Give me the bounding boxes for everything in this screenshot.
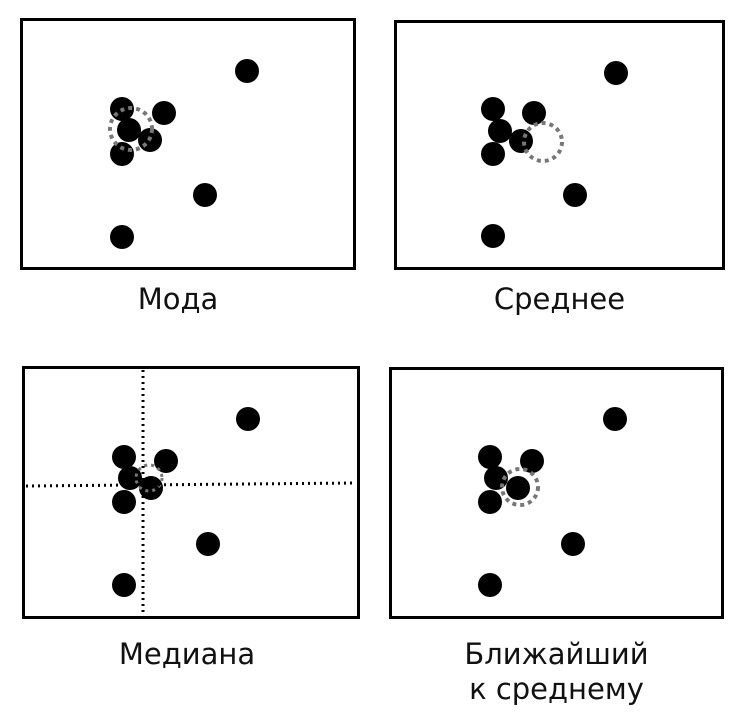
data-point — [112, 490, 136, 514]
caption-mode: Мода — [20, 282, 336, 317]
caption-mean: Среднее — [394, 282, 725, 317]
data-point — [488, 119, 512, 143]
data-point — [563, 183, 587, 207]
caption-line: Мода — [20, 282, 336, 317]
data-point — [506, 476, 530, 500]
caption-line: Медиана — [22, 637, 352, 672]
panel-mean — [394, 20, 725, 271]
data-point — [478, 490, 502, 514]
panel-nearest-plot — [389, 367, 724, 620]
data-point — [481, 224, 505, 248]
panel-median — [22, 366, 360, 620]
panel-mode-plot — [20, 18, 356, 271]
caption-line: к среднему — [389, 672, 724, 707]
panel-mode — [20, 18, 356, 271]
panel-nearest-to-mean — [389, 367, 724, 620]
panel-median-plot — [22, 366, 360, 620]
caption-median: Медиана — [22, 637, 352, 672]
data-point — [112, 445, 136, 469]
data-point — [604, 61, 628, 85]
data-point — [603, 407, 627, 431]
data-point — [478, 573, 502, 597]
data-point — [236, 407, 260, 431]
data-point — [509, 129, 533, 153]
data-point — [152, 101, 176, 125]
data-point — [481, 142, 505, 166]
data-point — [235, 59, 259, 83]
panel-frame — [391, 369, 723, 618]
panel-mean-plot — [394, 20, 725, 271]
caption-line: Среднее — [394, 282, 725, 317]
caption-line: Ближайший — [389, 637, 724, 672]
panel-frame — [24, 368, 359, 618]
data-point — [561, 532, 585, 556]
data-point — [520, 449, 544, 473]
data-point — [112, 573, 136, 597]
data-point — [196, 532, 220, 556]
data-point — [110, 225, 134, 249]
data-point — [110, 142, 134, 166]
panel-frame — [396, 22, 724, 269]
data-point — [117, 118, 141, 142]
data-point — [481, 97, 505, 121]
data-point — [478, 445, 502, 469]
data-point — [193, 183, 217, 207]
panel-frame — [22, 20, 355, 269]
caption-nearest-to-mean: Ближайший к среднему — [389, 637, 724, 707]
